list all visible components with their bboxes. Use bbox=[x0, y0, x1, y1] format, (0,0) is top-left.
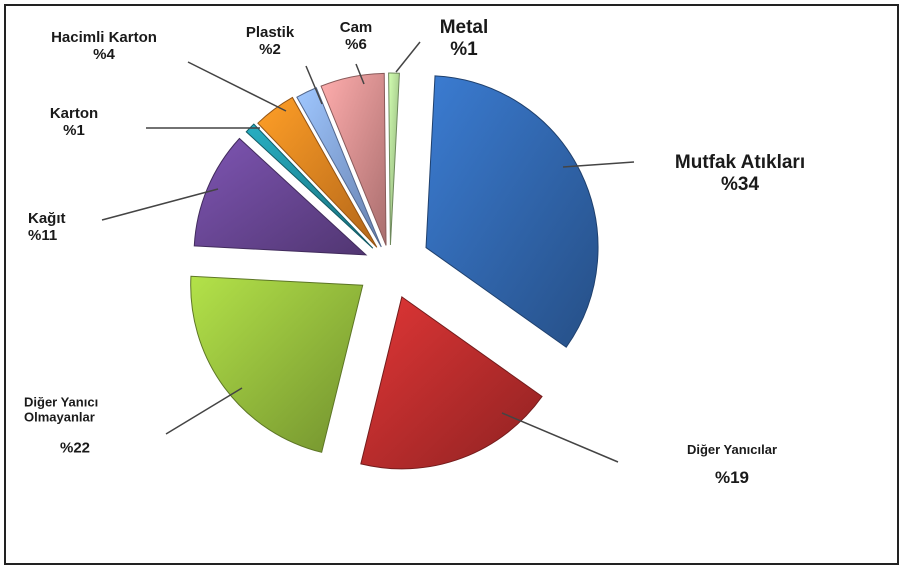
label-kagit-name: Kağıt bbox=[28, 209, 66, 227]
label-cam-pct: %6 bbox=[345, 36, 367, 53]
pie-slice-metal bbox=[388, 72, 400, 246]
label-plastik-pct: %2 bbox=[259, 41, 281, 58]
label-karton-pct: %1 bbox=[63, 122, 85, 139]
pie-slice-mutfak-atıkları bbox=[425, 75, 599, 348]
label-mutfak-pct: %34 bbox=[720, 174, 760, 195]
label-plastik-name: Plastik bbox=[245, 23, 295, 41]
label-plastik: Plastik %2 bbox=[246, 24, 294, 59]
label-dyo-line1: Diğer Yanıcı bbox=[24, 394, 99, 410]
label-mutfak-atiklari: Mutfak Atıkları %34 bbox=[675, 152, 805, 196]
pie-slice-hacimli-karton bbox=[257, 96, 378, 248]
label-kagit: Kağıt %11 bbox=[28, 210, 66, 245]
label-hacimli-karton: Hacimli Karton %4 bbox=[51, 29, 157, 64]
leader-line-5 bbox=[187, 61, 287, 112]
leader-line-7 bbox=[355, 63, 365, 85]
label-hacimli-karton-pct: %4 bbox=[93, 46, 115, 63]
pie-slice-diğer-yanıcılar bbox=[360, 296, 543, 470]
label-kagit-pct: %11 bbox=[28, 227, 58, 244]
leader-line-2 bbox=[165, 387, 243, 435]
label-cam-name: Cam bbox=[339, 18, 373, 36]
label-dyo-pct: %22 bbox=[60, 439, 91, 457]
pie-slice-diğer-yanıcı-olmayanlar bbox=[190, 275, 364, 453]
label-dyo-line2: Olmayanlar bbox=[24, 409, 95, 425]
pie-chart bbox=[101, 41, 635, 470]
label-karton-name: Karton bbox=[49, 104, 99, 122]
label-diger-yanici-olmayanlar: Diğer Yanıcı Olmayanlar %22 bbox=[24, 394, 99, 457]
label-cam: Cam %6 bbox=[340, 19, 373, 54]
label-metal-pct: %1 bbox=[450, 39, 478, 60]
label-diger-yanicilar-name: Diğer Yanıcılar bbox=[686, 441, 778, 457]
chart-frame: Mutfak Atıkları %34 Diğer Yanıcılar %19 … bbox=[4, 4, 899, 565]
label-diger-yanicilar-pct: %19 bbox=[714, 467, 750, 487]
leader-line-1 bbox=[501, 412, 619, 463]
label-mutfak-name: Mutfak Atıkları bbox=[674, 152, 806, 174]
leader-line-6 bbox=[305, 65, 323, 105]
leader-line-3 bbox=[101, 188, 219, 221]
leader-line-0 bbox=[562, 161, 635, 168]
pie-slice-kağıt bbox=[193, 137, 368, 256]
pie-slice-plastik bbox=[296, 87, 382, 248]
label-diger-yanicilar: Diğer Yanıcılar %19 bbox=[686, 441, 778, 487]
label-metal-name: Metal bbox=[439, 17, 489, 39]
label-karton: Karton %1 bbox=[50, 105, 98, 140]
label-hacimli-karton-name: Hacimli Karton bbox=[51, 28, 157, 46]
pie-slice-cam bbox=[320, 72, 387, 246]
leader-line-8 bbox=[395, 41, 421, 73]
label-metal: Metal %1 bbox=[440, 17, 489, 61]
